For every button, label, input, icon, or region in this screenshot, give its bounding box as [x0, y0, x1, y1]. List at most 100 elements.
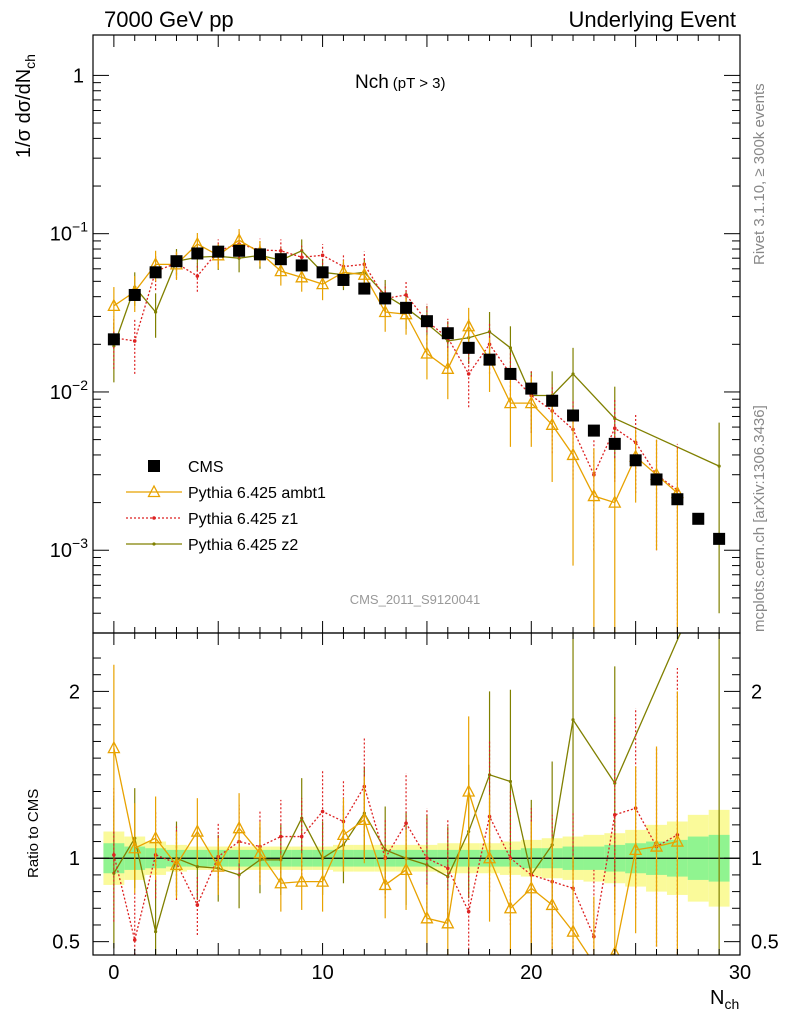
data-point — [525, 382, 538, 395]
data-point — [190, 824, 204, 837]
data-point — [629, 842, 643, 856]
data-point — [571, 718, 575, 722]
data-point — [195, 864, 199, 869]
x-tick-label: 20 — [520, 962, 542, 984]
ratio-y-tick-label: 0.5 — [52, 932, 80, 954]
rivet-version-label: Rivet 3.1.10, ≥ 300k events — [751, 83, 768, 265]
data-point — [441, 327, 454, 340]
y-tick-label: 10−1 — [50, 219, 88, 246]
data-point — [462, 784, 476, 797]
data-point — [107, 740, 121, 754]
y-tick-label: 1 — [73, 65, 84, 87]
data-point — [233, 244, 246, 257]
data-point — [613, 781, 617, 785]
data-point — [588, 957, 599, 968]
data-point — [487, 330, 492, 334]
header-right: Underlying Event — [568, 7, 736, 32]
legend-label-z2: Pythia 6.425 z2 — [188, 537, 298, 554]
data-point — [378, 877, 392, 891]
ratio-y-tick-label: 2 — [751, 681, 762, 703]
data-point — [400, 301, 413, 314]
data-point — [232, 232, 246, 246]
top-y-axis-label: 1/σ dσ/dNch — [13, 54, 38, 158]
data-point — [462, 341, 475, 354]
data-point — [316, 276, 330, 290]
legend-marker-z1 — [152, 516, 156, 520]
data-point — [128, 840, 142, 854]
ratio-y-tick-label: 1 — [69, 848, 80, 870]
data-point — [279, 248, 283, 253]
data-point — [274, 875, 288, 889]
data-point — [508, 779, 513, 784]
data-point — [650, 473, 663, 486]
data-point — [316, 874, 330, 887]
y-tick-label: 10−3 — [50, 535, 88, 562]
data-point — [462, 318, 476, 332]
legend-marker-z2 — [152, 542, 156, 546]
data-point — [608, 495, 622, 508]
data-point — [295, 269, 309, 283]
data-point — [358, 282, 371, 295]
data-point — [154, 310, 158, 314]
ratio-y-tick-label: 1 — [751, 848, 762, 870]
legend: CMS Pythia 6.425 ambt1 Pythia 6.425 z1 Pyth… — [126, 459, 326, 554]
data-point — [379, 292, 392, 305]
x-tick-label: 0 — [108, 962, 119, 984]
data-point — [154, 930, 158, 934]
data-point — [274, 253, 287, 266]
data-point — [566, 447, 580, 461]
data-point — [425, 856, 429, 861]
data-point — [132, 339, 137, 343]
legend-label-cms: CMS — [188, 459, 224, 476]
data-point — [299, 834, 304, 839]
data-point — [613, 416, 617, 421]
data-point — [404, 821, 408, 825]
data-point — [524, 395, 538, 409]
x-axis-label: Nch — [710, 987, 739, 1012]
data-point — [524, 880, 538, 894]
data-point — [692, 512, 705, 525]
data-point — [629, 454, 642, 467]
y-tick-label: 10−2 — [50, 377, 88, 404]
data-point — [420, 346, 434, 359]
data-point — [149, 830, 163, 844]
data-point — [587, 488, 601, 502]
data-point — [612, 813, 617, 817]
data-point — [107, 298, 121, 311]
data-point — [169, 857, 184, 871]
data-point — [420, 315, 433, 328]
data-point — [567, 409, 580, 422]
data-point — [671, 493, 684, 506]
data-point — [404, 293, 408, 297]
data-point — [357, 812, 371, 826]
data-point — [399, 862, 413, 876]
data-point — [279, 834, 283, 839]
ratio-y-axis-label: Ratio to CMS — [25, 789, 42, 878]
data-point — [503, 395, 517, 409]
data-point — [320, 809, 325, 814]
data-point — [253, 248, 266, 261]
data-point — [357, 267, 371, 280]
ratio-plot-frame — [92, 632, 741, 956]
data-point — [112, 853, 116, 857]
data-point — [132, 938, 137, 942]
data-point — [508, 346, 513, 350]
mcplots-label: mcplots.cern.ch [arXiv:1306.3436] — [751, 405, 768, 632]
data-point — [670, 834, 684, 847]
x-tick-label: 10 — [311, 962, 333, 984]
data-point — [253, 845, 267, 859]
data-point — [420, 910, 434, 924]
x-tick-label: 30 — [729, 962, 751, 984]
data-point — [149, 266, 162, 279]
data-point — [466, 909, 471, 914]
data-point — [378, 304, 392, 318]
data-point — [713, 532, 726, 545]
data-point — [232, 820, 246, 834]
series-cms — [107, 244, 726, 545]
legend-label-z1: Pythia 6.425 z1 — [188, 511, 298, 528]
data-point — [612, 426, 617, 431]
data-point — [717, 464, 721, 468]
data-point — [649, 839, 664, 852]
plot-title: Nch (pT > 3) — [355, 72, 445, 93]
